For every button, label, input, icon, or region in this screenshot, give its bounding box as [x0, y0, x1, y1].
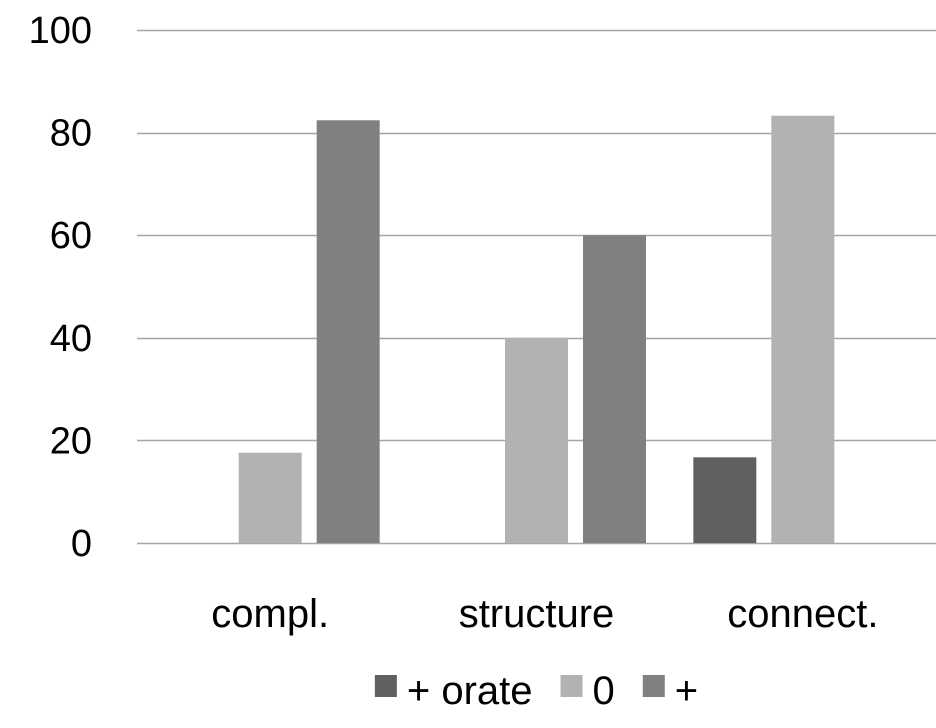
- x-axis-categories: compl. structure connect.: [211, 592, 878, 636]
- legend-swatch: [560, 675, 583, 697]
- legend: + orate 0 +: [374, 669, 698, 713]
- bar-0-1: [238, 452, 302, 543]
- bar-1-2: [583, 235, 646, 543]
- legend-label: 0: [593, 669, 615, 713]
- x-category-label: compl.: [211, 592, 329, 636]
- bar-1-1: [505, 337, 568, 543]
- legend-label: + orate: [407, 669, 533, 713]
- bar-2-1: [771, 115, 835, 544]
- legend-swatch: [642, 675, 665, 697]
- legend-swatch: [374, 675, 397, 697]
- bar-0-2: [316, 120, 380, 544]
- y-tick-label: 20: [50, 420, 92, 462]
- y-tick-label: 0: [71, 523, 92, 565]
- y-tick-label: 40: [50, 318, 92, 360]
- y-tick-label: 60: [50, 215, 92, 257]
- x-category-label: connect.: [727, 592, 878, 636]
- y-axis-ticks: 0 20 40 60 80 100: [29, 10, 92, 565]
- y-tick-label: 80: [50, 113, 92, 155]
- bar-2-0: [693, 457, 757, 543]
- bars: [238, 115, 835, 544]
- x-category-label: structure: [459, 592, 615, 636]
- legend-label: +: [675, 669, 698, 713]
- y-tick-label: 100: [29, 10, 92, 52]
